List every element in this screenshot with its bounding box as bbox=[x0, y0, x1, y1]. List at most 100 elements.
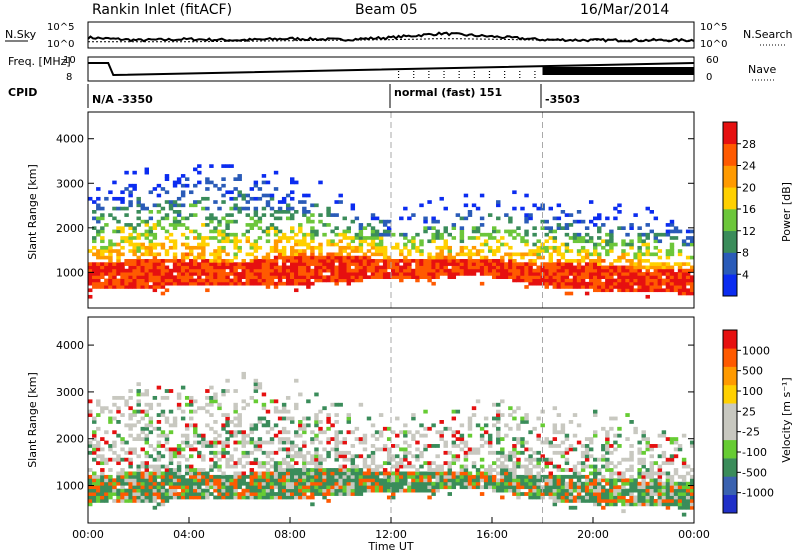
heatmap-cell bbox=[597, 471, 602, 476]
heatmap-cell bbox=[245, 485, 250, 490]
heatmap-cell bbox=[621, 502, 626, 507]
heatmap-cell bbox=[439, 255, 444, 260]
heatmap-cell bbox=[350, 430, 356, 435]
heatmap-cell bbox=[653, 485, 659, 490]
heatmap-cell bbox=[269, 426, 275, 431]
heatmap-cell bbox=[580, 488, 586, 493]
heatmap-cell bbox=[350, 485, 356, 490]
heatmap-cell bbox=[285, 488, 291, 493]
heatmap-cell bbox=[439, 272, 444, 276]
heatmap-cell bbox=[92, 281, 97, 286]
heatmap-cell bbox=[201, 259, 206, 263]
heatmap-cell bbox=[197, 478, 202, 483]
heatmap-cell bbox=[144, 423, 149, 428]
heatmap-cell bbox=[653, 461, 659, 466]
heatmap-cell bbox=[124, 478, 129, 483]
heatmap-cell bbox=[225, 378, 230, 383]
heatmap-cell bbox=[415, 265, 420, 270]
heatmap-cell bbox=[193, 485, 198, 490]
heatmap-cell bbox=[588, 454, 594, 459]
heatmap-cell bbox=[568, 447, 574, 452]
heatmap-cell bbox=[487, 433, 493, 438]
heatmap-cell bbox=[609, 492, 614, 496]
heatmap-cell bbox=[96, 426, 101, 431]
heatmap-cell bbox=[532, 242, 537, 247]
heatmap-cell bbox=[152, 395, 158, 400]
heatmap-cell bbox=[148, 239, 154, 244]
heatmap-cell bbox=[451, 268, 457, 273]
heatmap-cell bbox=[524, 413, 529, 417]
heatmap-cell bbox=[669, 474, 675, 479]
heatmap-cell bbox=[290, 196, 295, 201]
heatmap-cell bbox=[621, 272, 626, 276]
heatmap-cell bbox=[136, 278, 141, 283]
heatmap-cell bbox=[334, 420, 339, 424]
heatmap-cell bbox=[358, 242, 364, 247]
heatmap-cell bbox=[225, 389, 230, 393]
heatmap-cell bbox=[479, 242, 485, 247]
heatmap-cell bbox=[492, 416, 497, 421]
heatmap-cell bbox=[399, 464, 404, 469]
heatmap-cell bbox=[261, 416, 267, 421]
heatmap-cell bbox=[669, 268, 675, 273]
heatmap-cell bbox=[560, 262, 566, 266]
heatmap-cell bbox=[637, 288, 642, 293]
heatmap-cell bbox=[673, 272, 679, 276]
heatmap-cell bbox=[492, 268, 497, 273]
heatmap-cell bbox=[225, 278, 230, 283]
heatmap-cell bbox=[116, 454, 121, 459]
heatmap-cell bbox=[290, 265, 295, 270]
heatmap-cell bbox=[221, 471, 226, 476]
heatmap-cell bbox=[193, 236, 198, 240]
heatmap-cell bbox=[318, 278, 323, 283]
heatmap-cell bbox=[673, 488, 679, 493]
heatmap-cell bbox=[273, 229, 279, 234]
heatmap-cell bbox=[378, 485, 384, 490]
heatmap-cell bbox=[294, 262, 299, 266]
heatmap-cell bbox=[290, 245, 295, 250]
heatmap-cell bbox=[148, 232, 154, 237]
heatmap-cell bbox=[229, 454, 234, 459]
heatmap-cell bbox=[564, 285, 570, 289]
heatmap-cell bbox=[265, 285, 271, 289]
heatmap-cell bbox=[213, 216, 218, 221]
heatmap-cell bbox=[516, 265, 521, 270]
heatmap-cell bbox=[285, 278, 291, 283]
heatmap-cell bbox=[100, 268, 105, 273]
heatmap-cell bbox=[233, 272, 238, 276]
heatmap-cell bbox=[176, 259, 182, 263]
heatmap-cell bbox=[459, 437, 465, 441]
heatmap-cell bbox=[253, 180, 259, 185]
heatmap-cell bbox=[221, 259, 226, 263]
heatmap-cell bbox=[669, 502, 675, 507]
heatmap-cell bbox=[281, 478, 287, 483]
heatmap-cell bbox=[475, 450, 481, 455]
heatmap-cell bbox=[310, 488, 315, 493]
heatmap-cell bbox=[209, 219, 214, 224]
heatmap-cell bbox=[253, 447, 259, 452]
heatmap-cell bbox=[471, 485, 477, 490]
heatmap-cell bbox=[597, 498, 602, 503]
heatmap-cell bbox=[483, 268, 489, 273]
heatmap-cell bbox=[197, 275, 202, 279]
heatmap-cell bbox=[358, 255, 364, 260]
heatmap-cell bbox=[653, 272, 659, 276]
heatmap-cell bbox=[136, 203, 141, 208]
heatmap-cell bbox=[156, 385, 162, 390]
heatmap-cell bbox=[209, 272, 214, 276]
heatmap-cell bbox=[617, 288, 622, 293]
heatmap-cell bbox=[665, 265, 671, 270]
colorbar-tick-label: 1000 bbox=[742, 344, 770, 357]
heatmap-cell bbox=[306, 219, 311, 224]
heatmap-cell bbox=[189, 471, 194, 476]
heatmap-cell bbox=[483, 242, 489, 247]
heatmap-cell bbox=[419, 275, 424, 279]
heatmap-cell bbox=[302, 461, 307, 466]
heatmap-cell bbox=[435, 245, 440, 250]
heatmap-cell bbox=[399, 249, 404, 253]
heatmap-cell bbox=[378, 413, 384, 417]
heatmap-cell bbox=[273, 265, 279, 270]
heatmap-cell bbox=[233, 236, 238, 240]
heatmap-cell bbox=[593, 268, 598, 273]
heatmap-cell bbox=[180, 216, 186, 221]
